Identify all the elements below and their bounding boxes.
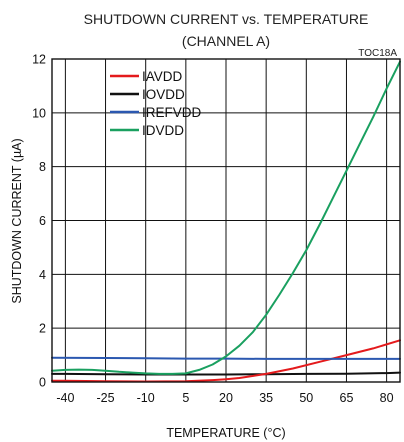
chart-subtitle: (CHANNEL A): [182, 33, 270, 49]
y-axis-label: SHUTDOWN CURRENT (µA): [10, 138, 24, 303]
x-tick-label: 5: [182, 391, 189, 405]
chart-tag: TOC18A: [358, 48, 397, 59]
y-tick-label: 8: [39, 160, 46, 174]
series-line-idvdd: [51, 60, 401, 375]
legend-label-iovdd: IOVDD: [142, 87, 185, 102]
x-tick-label: -10: [137, 391, 155, 405]
series-line-iavdd: [51, 339, 401, 383]
x-axis-label: TEMPERATURE (°C): [166, 426, 285, 440]
y-tick-label: 10: [32, 106, 46, 120]
legend-label-iavdd: IAVDD: [142, 69, 183, 84]
plot-frame: [51, 58, 401, 383]
legend: IAVDD IOVDD IREFVDD IDVDD: [110, 69, 202, 138]
series-lines: [51, 60, 401, 383]
x-tick-label: 35: [259, 391, 273, 405]
series-line-iovdd: [51, 371, 401, 376]
y-tick-label: 6: [39, 214, 46, 228]
x-tick-label: -40: [56, 391, 74, 405]
x-tick-label: -25: [96, 391, 114, 405]
x-tick-label: 20: [219, 391, 233, 405]
x-tick-label: 65: [340, 391, 354, 405]
grid: [52, 59, 400, 382]
y-tick-labels: 0 2 4 6 8 10 12: [32, 53, 46, 390]
y-tick-label: 4: [39, 268, 46, 282]
legend-label-idvdd: IDVDD: [142, 123, 184, 138]
series-line-irefvdd: [51, 356, 401, 360]
y-tick-label: 12: [32, 53, 46, 67]
chart-title: SHUTDOWN CURRENT vs. TEMPERATURE: [84, 11, 369, 27]
y-tick-label: 0: [39, 376, 46, 390]
x-tick-label: 80: [380, 391, 394, 405]
y-tick-label: 2: [39, 322, 46, 336]
legend-label-irefvdd: IREFVDD: [142, 105, 202, 120]
x-tick-labels: -40 -25 -10 5 20 35 50 65 80: [56, 391, 393, 405]
x-tick-label: 50: [299, 391, 313, 405]
